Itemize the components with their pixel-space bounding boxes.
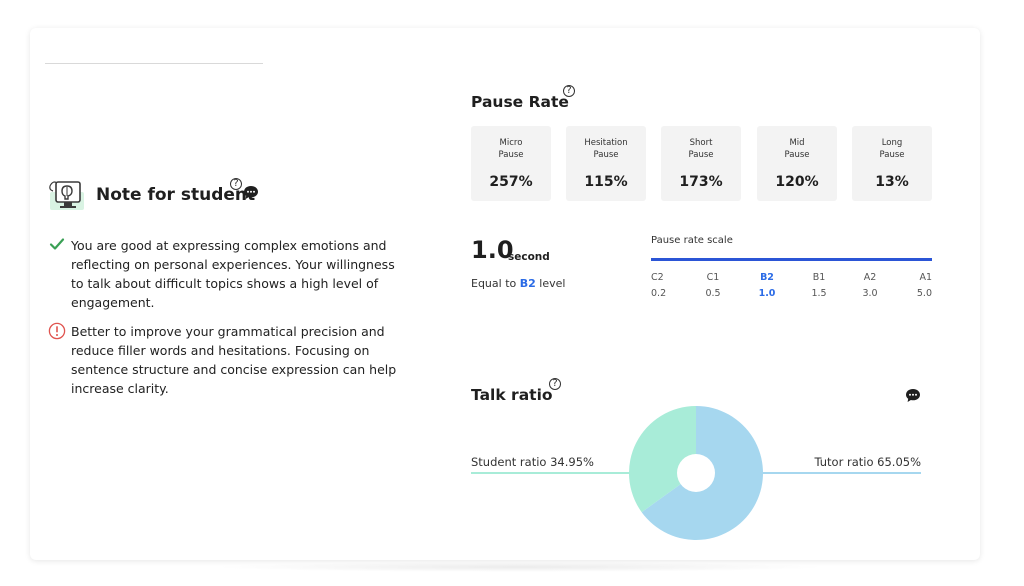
pause-box-mid: Mid Pause 120%	[757, 126, 837, 201]
note-improve-text: Better to improve your grammatical preci…	[71, 324, 397, 396]
note-improve-item: Better to improve your grammatical preci…	[47, 322, 406, 398]
pause-box-micro: Micro Pause 257%	[471, 126, 551, 201]
note-strength-text: You are good at expressing complex emoti…	[71, 238, 395, 310]
pause-value: 257%	[489, 174, 533, 190]
pause-value: 120%	[775, 174, 819, 190]
scale-col-b2: B2 1.0	[758, 272, 776, 299]
student-slice	[629, 406, 696, 513]
tutor-ratio-label: Tutor ratio 65.05%	[814, 455, 921, 469]
note-title: Note for student	[96, 185, 256, 205]
pause-seconds-unit: second	[508, 251, 550, 263]
student-ratio-line	[471, 472, 651, 474]
scale-col-a1: A1 5.0	[916, 272, 932, 299]
pause-seconds-value: 1.0	[471, 236, 514, 264]
divider	[45, 63, 263, 64]
pause-label: Long Pause	[879, 138, 905, 160]
help-icon[interactable]: ?	[230, 178, 242, 190]
pause-label: Mid Pause	[784, 138, 810, 160]
pause-scale-title: Pause rate scale	[651, 235, 733, 246]
equal-level-text: Equal to B2 level	[471, 277, 566, 290]
donut-hole	[677, 454, 715, 492]
pause-box-hesitation: Hesitation Pause 115%	[566, 126, 646, 201]
pause-value: 115%	[584, 174, 628, 190]
brain-monitor-icon	[49, 181, 84, 210]
tutor-ratio-line	[745, 472, 921, 474]
student-ratio-label: Student ratio 34.95%	[471, 455, 594, 469]
pause-rate-title: Pause Rate	[471, 93, 569, 111]
scale-col-c2: C2 0.2	[651, 272, 667, 299]
pause-label: Short Pause	[688, 138, 714, 160]
talk-ratio-title: Talk ratio	[471, 386, 553, 404]
feedback-card	[30, 28, 980, 560]
chat-icon[interactable]	[243, 185, 259, 200]
talk-ratio-donut	[629, 406, 763, 540]
chat-icon[interactable]	[905, 388, 921, 403]
pause-scale-bar	[651, 258, 932, 261]
scale-col-a2: A2 3.0	[862, 272, 878, 299]
scale-col-c1: C1 0.5	[705, 272, 721, 299]
pause-label: Hesitation Pause	[584, 138, 628, 160]
exclamation-circle-icon	[48, 322, 66, 340]
check-icon	[49, 238, 65, 250]
pause-box-short: Short Pause 173%	[661, 126, 741, 201]
pause-box-long: Long Pause 13%	[852, 126, 932, 201]
pause-label: Micro Pause	[498, 138, 524, 160]
pause-value: 13%	[875, 174, 909, 190]
equal-level-value: B2	[519, 277, 536, 290]
help-icon[interactable]: ?	[549, 378, 561, 390]
note-strength-item: You are good at expressing complex emoti…	[47, 236, 406, 312]
pause-value: 173%	[679, 174, 723, 190]
scale-col-b1: B1 1.5	[811, 272, 827, 299]
card-shadow	[210, 562, 830, 572]
help-icon[interactable]: ?	[563, 85, 575, 97]
note-header: Note for student	[47, 175, 255, 215]
